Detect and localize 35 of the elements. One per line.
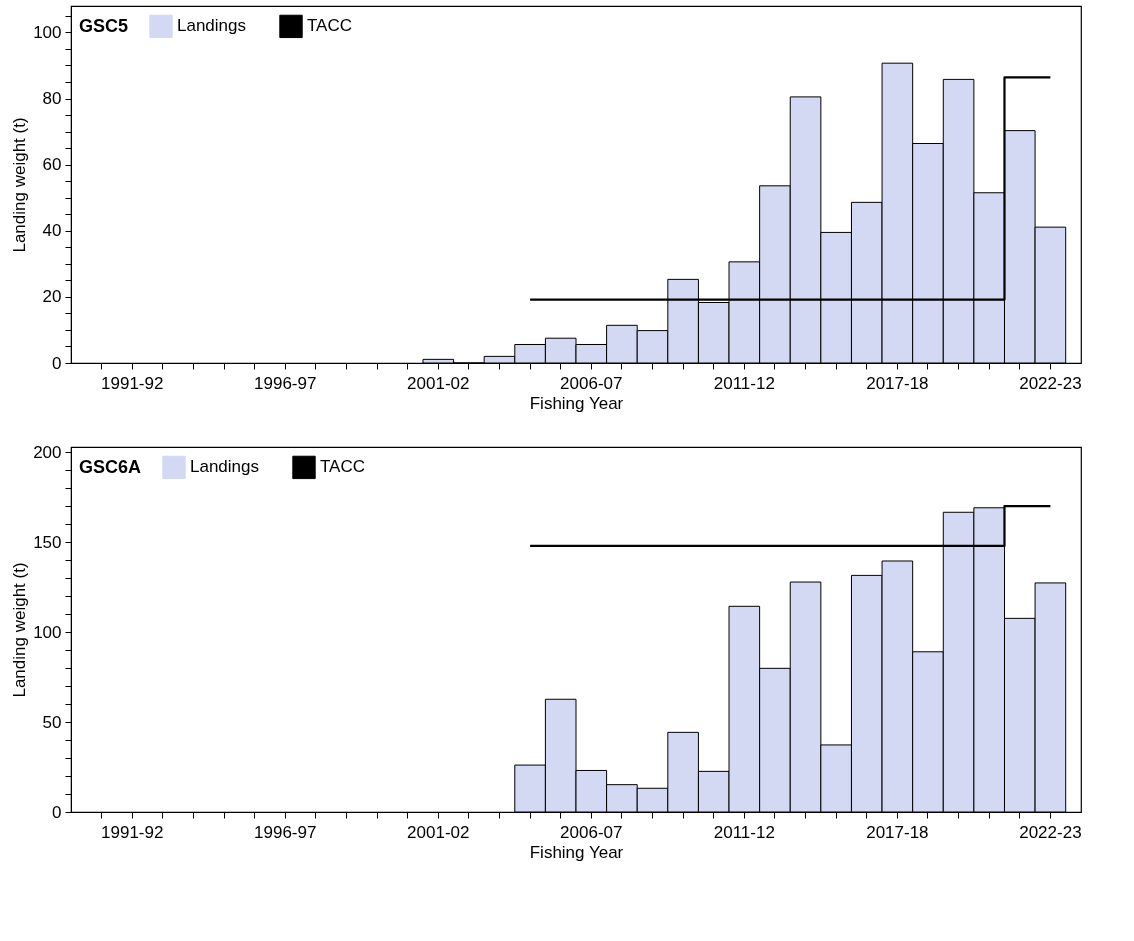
legend-label: Landings [177,16,247,36]
legend-label: TACC [307,16,353,36]
y-tick-label: 200 [33,442,62,462]
x-tick-label: 2011-12 [713,822,775,842]
x-tick-label: 2011-12 [713,373,775,393]
legend-title: GSC6A [79,457,142,477]
x-tick-label: 2001-02 [407,822,470,842]
x-tick-label: 1996-97 [254,373,317,393]
legend-title: GSC5 [79,16,129,36]
x-tick-label: 2022-23 [1019,822,1082,842]
x-axis-title: Fishing Year [529,842,624,862]
y-tick-label: 0 [52,802,62,822]
x-axis-title: Fishing Year [529,393,624,413]
x-tick-label: 2022-23 [1019,373,1082,393]
y-tick-label: 100 [33,22,62,42]
y-tick-label: 20 [42,287,62,307]
x-tick-label: 1991-92 [101,373,164,393]
y-axis-title: Landing weight (t) [10,117,30,253]
legend-label: Landings [190,457,260,477]
x-tick-label: 1991-92 [101,822,164,842]
y-tick-label: 60 [42,155,62,175]
y-tick-label: 40 [42,221,62,241]
y-tick-label: 0 [52,353,62,373]
y-tick-label: 50 [42,712,62,732]
x-tick-label: 2006-07 [560,822,623,842]
x-tick-label: 2006-07 [560,373,623,393]
legend-label: TACC [320,457,366,477]
y-tick-label: 80 [42,89,62,109]
y-axis-title: Landing weight (t) [10,562,30,698]
x-tick-label: 2017-18 [866,373,929,393]
x-tick-label: 1996-97 [254,822,317,842]
x-tick-label: 2017-18 [866,822,929,842]
x-tick-label: 2001-02 [407,373,470,393]
y-tick-label: 150 [33,532,62,552]
y-tick-label: 100 [33,622,62,642]
